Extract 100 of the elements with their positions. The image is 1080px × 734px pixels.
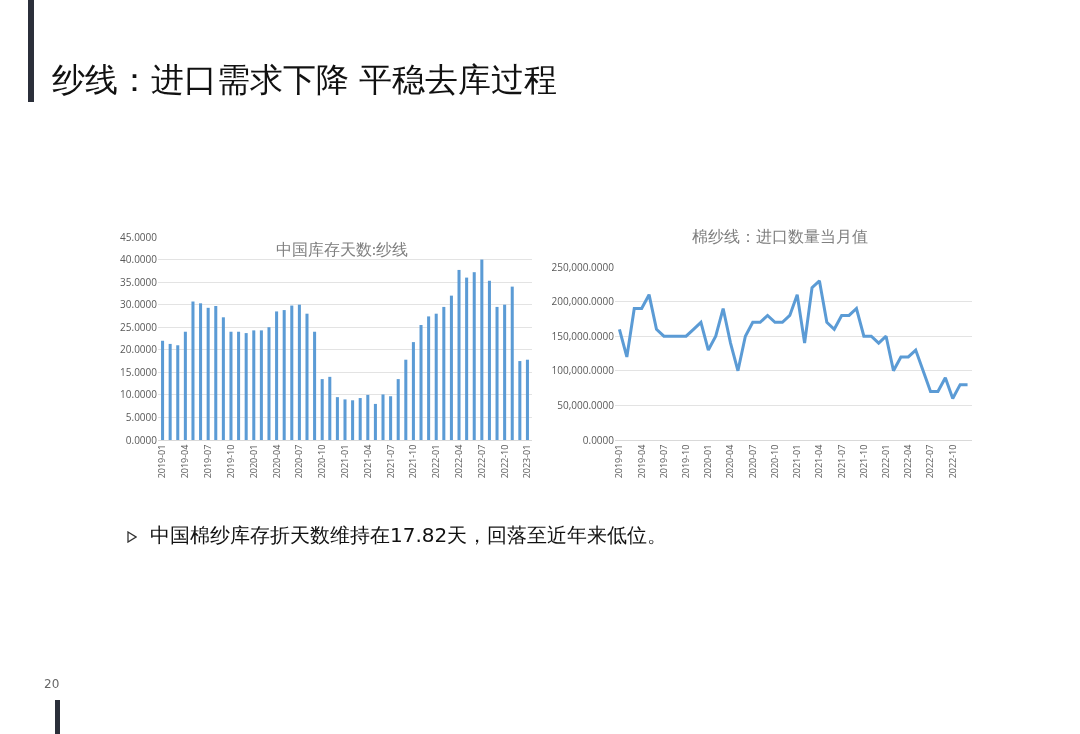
bar <box>161 340 165 440</box>
x-tick-label: 2021-01 <box>337 444 351 479</box>
bar <box>518 361 522 440</box>
bar <box>214 306 218 440</box>
bar <box>221 317 225 440</box>
x-tick-label: 2020-07 <box>292 444 306 479</box>
line-series <box>617 279 970 400</box>
y-tick-label: 20.0000 <box>120 342 158 357</box>
y-tick-label: 0.0000 <box>582 432 615 447</box>
bar <box>183 331 187 440</box>
x-tick-label: 2022-01 <box>429 444 443 479</box>
x-tick-label: 2022-04 <box>451 444 465 479</box>
bar <box>290 305 294 440</box>
bar <box>465 277 469 440</box>
chart-title: 棉纱线：进口数量当月值 <box>691 227 868 245</box>
bar <box>351 400 355 440</box>
y-tick-label: 35.0000 <box>120 274 158 289</box>
x-tick-label: 2020-10 <box>767 444 781 479</box>
x-tick-label: 2023-01 <box>520 444 534 479</box>
x-tick-label: 2019-04 <box>178 444 192 479</box>
y-tick-label: 200,000.0000 <box>551 294 615 309</box>
bar <box>525 359 529 440</box>
x-tick-label: 2022-07 <box>923 444 937 479</box>
y-tick-label: 15.0000 <box>120 364 158 379</box>
x-tick-label: 2022-10 <box>497 444 511 479</box>
y-tick-label: 40.0000 <box>120 252 158 267</box>
bar <box>449 295 453 440</box>
x-tick-label: 2021-10 <box>856 444 870 479</box>
x-tick-label: 2020-10 <box>315 444 329 479</box>
bar <box>495 306 499 440</box>
y-tick-label: 30.0000 <box>120 297 158 312</box>
x-tick-label: 2020-01 <box>246 444 260 479</box>
bar <box>176 345 180 440</box>
y-tick-label: 150,000.0000 <box>551 328 615 343</box>
bar <box>480 259 484 440</box>
bar <box>259 330 263 440</box>
x-tick-label: 2022-01 <box>879 444 893 479</box>
x-tick-label: 2020-04 <box>269 444 283 479</box>
bar <box>381 394 385 440</box>
bar <box>442 306 446 440</box>
bar <box>320 379 324 440</box>
x-tick-label: 2020-07 <box>745 444 759 479</box>
bar <box>229 331 233 440</box>
x-tick-label: 2020-01 <box>701 444 715 479</box>
x-tick-label: 2019-07 <box>201 444 215 479</box>
bar <box>335 397 339 440</box>
bar <box>404 359 408 440</box>
x-tick-label: 2022-04 <box>901 444 915 479</box>
x-tick-label: 2022-07 <box>474 444 488 479</box>
x-tick-label: 2019-10 <box>223 444 237 479</box>
x-tick-label: 2019-10 <box>679 444 693 479</box>
x-tick-label: 2021-10 <box>406 444 420 479</box>
bar <box>503 304 507 440</box>
y-tick-label: 5.0000 <box>125 409 158 424</box>
x-tick-label: 2021-07 <box>834 444 848 479</box>
y-tick-label: 100,000.0000 <box>551 363 615 378</box>
y-tick-label: 45.0000 <box>120 229 158 244</box>
bar <box>275 311 279 440</box>
text: 中国棉纱库存折天数维持在17.82天，回落至近年来低位。 <box>150 522 668 549</box>
bar <box>434 313 438 440</box>
bar <box>305 313 309 440</box>
text: 20 <box>44 677 60 691</box>
x-tick-label: 2019-04 <box>634 444 648 479</box>
bar <box>199 303 203 440</box>
bar <box>206 307 210 440</box>
bar <box>427 316 431 440</box>
y-tick-label: 10.0000 <box>120 387 158 402</box>
x-tick-label: 2019-01 <box>155 444 169 479</box>
bar <box>487 280 491 440</box>
bar <box>168 343 172 440</box>
bar <box>282 310 286 440</box>
x-tick-label: 2019-01 <box>612 444 626 479</box>
x-tick-label: 2021-04 <box>360 444 374 479</box>
x-tick-label: 2020-04 <box>723 444 737 479</box>
y-tick-label: 250,000.0000 <box>551 259 615 274</box>
y-tick-label: 50,000.0000 <box>557 397 615 412</box>
bar <box>313 331 317 440</box>
chart-title: 中国库存天数:纱线 <box>275 241 409 259</box>
bar <box>328 376 332 440</box>
text: 纱线：进口需求下降 平稳去库过程 <box>52 59 558 101</box>
bar <box>366 394 370 440</box>
bar <box>457 269 461 440</box>
bar <box>396 379 400 440</box>
bar <box>244 333 248 440</box>
x-tick-label: 2022-10 <box>945 444 959 479</box>
bar <box>191 301 195 440</box>
y-tick-label: 25.0000 <box>120 319 158 334</box>
bar <box>237 331 241 440</box>
bar <box>297 304 301 440</box>
x-tick-label: 2019-07 <box>656 444 670 479</box>
bar <box>411 342 415 440</box>
x-tick-label: 2021-07 <box>383 444 397 479</box>
bar <box>389 396 393 440</box>
bar <box>510 286 514 440</box>
bar <box>267 327 271 440</box>
bar <box>252 330 256 440</box>
bar <box>358 398 362 440</box>
x-tick-label: 2021-01 <box>790 444 804 479</box>
x-tick-label: 2021-04 <box>812 444 826 479</box>
y-tick-label: 0.0000 <box>125 432 158 447</box>
